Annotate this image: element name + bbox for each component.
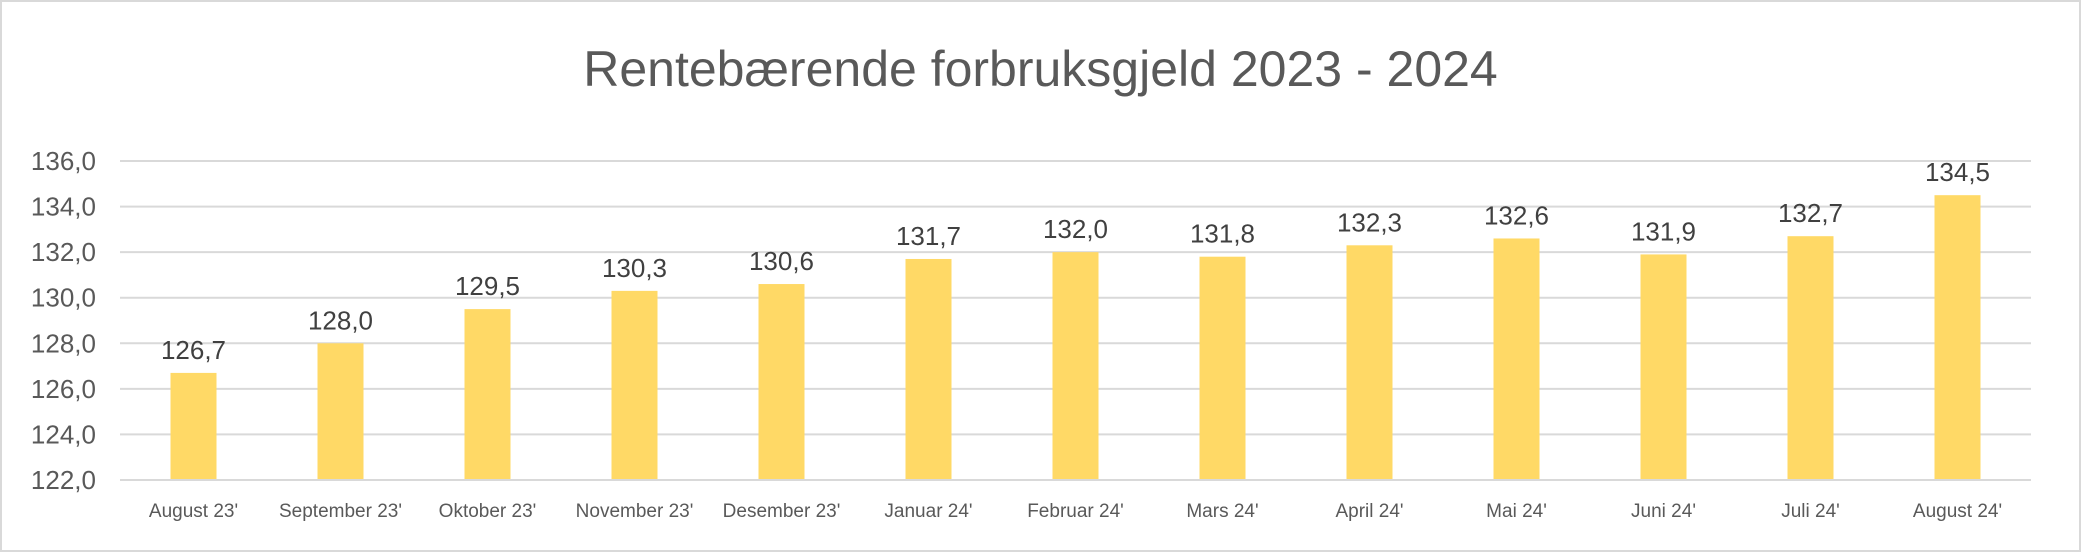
bar <box>905 258 952 479</box>
bar <box>1199 256 1246 479</box>
bar <box>758 284 805 479</box>
data-label: 128,0 <box>308 305 373 335</box>
x-tick-label: November 23' <box>576 501 694 522</box>
y-tick-label: 126,0 <box>31 374 96 404</box>
x-tick-label: Juni 24' <box>1631 501 1696 522</box>
data-label: 129,5 <box>455 271 520 301</box>
data-label: 132,0 <box>1043 214 1108 244</box>
y-tick-label: 136,0 <box>31 146 96 176</box>
data-label: 131,7 <box>896 221 961 251</box>
y-tick-label: 132,0 <box>31 237 96 267</box>
bar <box>317 343 364 479</box>
bar <box>1640 254 1687 479</box>
data-label: 134,5 <box>1925 157 1990 187</box>
x-tick-label: Oktober 23' <box>439 501 537 522</box>
data-label: 130,6 <box>749 246 814 276</box>
x-tick-label: Desember 23' <box>723 501 841 522</box>
chart-title: Rentebærende forbruksgjeld 2023 - 2024 <box>583 41 1498 97</box>
bar <box>611 290 658 479</box>
y-tick-label: 130,0 <box>31 283 96 313</box>
bar <box>1493 238 1540 479</box>
bar <box>1346 245 1393 479</box>
data-label: 132,6 <box>1484 200 1549 230</box>
bar <box>464 309 511 479</box>
x-tick-label: Mai 24' <box>1486 501 1547 522</box>
data-label: 132,7 <box>1778 198 1843 228</box>
bar <box>1052 252 1099 479</box>
x-tick-label: August 23' <box>149 501 238 522</box>
data-label: 131,9 <box>1631 216 1696 246</box>
x-tick-label: Januar 24' <box>884 501 972 522</box>
bar <box>1934 195 1981 479</box>
y-tick-label: 122,0 <box>31 465 96 495</box>
y-tick-label: 134,0 <box>31 192 96 222</box>
data-label: 132,3 <box>1337 207 1402 237</box>
x-tick-label: Mars 24' <box>1186 501 1258 522</box>
data-label: 130,3 <box>602 253 667 283</box>
bar <box>1787 236 1834 479</box>
y-tick-label: 128,0 <box>31 328 96 358</box>
x-tick-label: August 24' <box>1913 501 2002 522</box>
bar <box>170 372 217 479</box>
x-tick-label: April 24' <box>1335 501 1403 522</box>
data-label: 126,7 <box>161 335 226 365</box>
x-tick-label: Juli 24' <box>1781 501 1840 522</box>
x-tick-label: September 23' <box>279 501 402 522</box>
x-tick-label: Februar 24' <box>1027 501 1124 522</box>
y-tick-label: 124,0 <box>31 419 96 449</box>
data-label: 131,8 <box>1190 219 1255 249</box>
